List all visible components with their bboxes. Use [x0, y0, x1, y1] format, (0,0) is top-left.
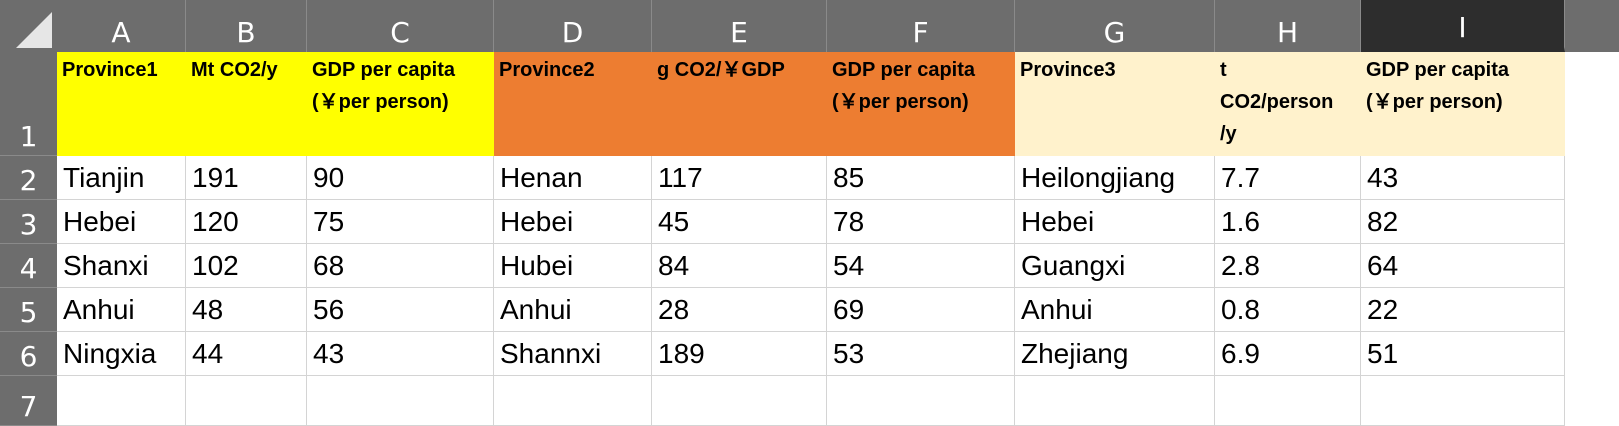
cell-d5[interactable]: Anhui [494, 288, 652, 332]
cell-e4[interactable]: 84 [652, 244, 827, 288]
cell-i7[interactable] [1361, 376, 1565, 426]
cell-c7[interactable] [307, 376, 494, 426]
cell-b7[interactable] [186, 376, 307, 426]
cell-e7[interactable] [652, 376, 827, 426]
cell-c4[interactable]: 68 [307, 244, 494, 288]
cell-d7[interactable] [494, 376, 652, 426]
header-cell-province2[interactable]: Province2 [494, 52, 652, 156]
row-header-6[interactable]: 6 [0, 332, 57, 376]
column-header-b[interactable]: B [186, 0, 307, 52]
cell-i4[interactable]: 64 [1361, 244, 1565, 288]
cell-b5[interactable]: 48 [186, 288, 307, 332]
cell-h6[interactable]: 6.9 [1215, 332, 1361, 376]
column-header-i[interactable]: I [1361, 0, 1565, 52]
cell-h3[interactable]: 1.6 [1215, 200, 1361, 244]
column-header-e[interactable]: E [652, 0, 827, 52]
cell-i6[interactable]: 51 [1361, 332, 1565, 376]
cell-b2[interactable]: 191 [186, 156, 307, 200]
header-cell-province1[interactable]: Province1 [57, 52, 186, 156]
cell-b3[interactable]: 120 [186, 200, 307, 244]
cell-f6[interactable]: 53 [827, 332, 1015, 376]
column-header-c[interactable]: C [307, 0, 494, 52]
cell-h2[interactable]: 7.7 [1215, 156, 1361, 200]
row-header-7[interactable]: 7 [0, 376, 57, 426]
column-header-g[interactable]: G [1015, 0, 1215, 52]
cell-a6[interactable]: Ningxia [57, 332, 186, 376]
row-header-4[interactable]: 4 [0, 244, 57, 288]
header-cell-mt-co2[interactable]: Mt CO2/y [186, 52, 307, 156]
cell-c6[interactable]: 43 [307, 332, 494, 376]
cell-a3[interactable]: Hebei [57, 200, 186, 244]
cell-b6[interactable]: 44 [186, 332, 307, 376]
cell-e2[interactable]: 117 [652, 156, 827, 200]
cell-i2[interactable]: 43 [1361, 156, 1565, 200]
row-header-3[interactable]: 3 [0, 200, 57, 244]
row-header-5[interactable]: 5 [0, 288, 57, 332]
header-cell-gdp-per-capita-1[interactable]: GDP per capita (￥per person) [307, 52, 494, 156]
cell-h5[interactable]: 0.8 [1215, 288, 1361, 332]
cell-f5[interactable]: 69 [827, 288, 1015, 332]
cell-i3[interactable]: 82 [1361, 200, 1565, 244]
cell-a4[interactable]: Shanxi [57, 244, 186, 288]
cell-f7[interactable] [827, 376, 1015, 426]
cell-f3[interactable]: 78 [827, 200, 1015, 244]
cell-d3[interactable]: Hebei [494, 200, 652, 244]
column-header-a[interactable]: A [57, 0, 186, 52]
cell-g6[interactable]: Zhejiang [1015, 332, 1215, 376]
header-cell-t-co2-per-person[interactable]: t CO2/person /y [1215, 52, 1361, 156]
cell-b4[interactable]: 102 [186, 244, 307, 288]
cell-c2[interactable]: 90 [307, 156, 494, 200]
cell-e6[interactable]: 189 [652, 332, 827, 376]
cell-c5[interactable]: 56 [307, 288, 494, 332]
cell-g5[interactable]: Anhui [1015, 288, 1215, 332]
header-cell-gdp-per-capita-2[interactable]: GDP per capita (￥per person) [827, 52, 1015, 156]
cell-e3[interactable]: 45 [652, 200, 827, 244]
cell-g2[interactable]: Heilongjiang [1015, 156, 1215, 200]
column-header-overflow [1565, 0, 1619, 52]
cell-f4[interactable]: 54 [827, 244, 1015, 288]
cell-g7[interactable] [1015, 376, 1215, 426]
cell-e5[interactable]: 28 [652, 288, 827, 332]
cell-d4[interactable]: Hubei [494, 244, 652, 288]
cell-f2[interactable]: 85 [827, 156, 1015, 200]
header-cell-gdp-per-capita-3[interactable]: GDP per capita (￥per person) [1361, 52, 1565, 156]
cell-g3[interactable]: Hebei [1015, 200, 1215, 244]
column-header-d[interactable]: D [494, 0, 652, 52]
cell-g4[interactable]: Guangxi [1015, 244, 1215, 288]
row-header-2[interactable]: 2 [0, 156, 57, 200]
cell-a5[interactable]: Anhui [57, 288, 186, 332]
select-all-corner[interactable] [0, 0, 58, 52]
header-cell-province3[interactable]: Province3 [1015, 52, 1215, 156]
cell-i5[interactable]: 22 [1361, 288, 1565, 332]
cell-d6[interactable]: Shannxi [494, 332, 652, 376]
select-all-triangle-icon [16, 12, 52, 48]
column-header-f[interactable]: F [827, 0, 1015, 52]
cell-d2[interactable]: Henan [494, 156, 652, 200]
column-header-h[interactable]: H [1215, 0, 1361, 52]
cell-h7[interactable] [1215, 376, 1361, 426]
cell-a2[interactable]: Tianjin [57, 156, 186, 200]
cell-a7[interactable] [57, 376, 186, 426]
cell-h4[interactable]: 2.8 [1215, 244, 1361, 288]
row-header-1[interactable]: 1 [0, 52, 57, 156]
cell-c3[interactable]: 75 [307, 200, 494, 244]
header-cell-g-co2-per-gdp[interactable]: g CO2/￥GDP [652, 52, 827, 156]
